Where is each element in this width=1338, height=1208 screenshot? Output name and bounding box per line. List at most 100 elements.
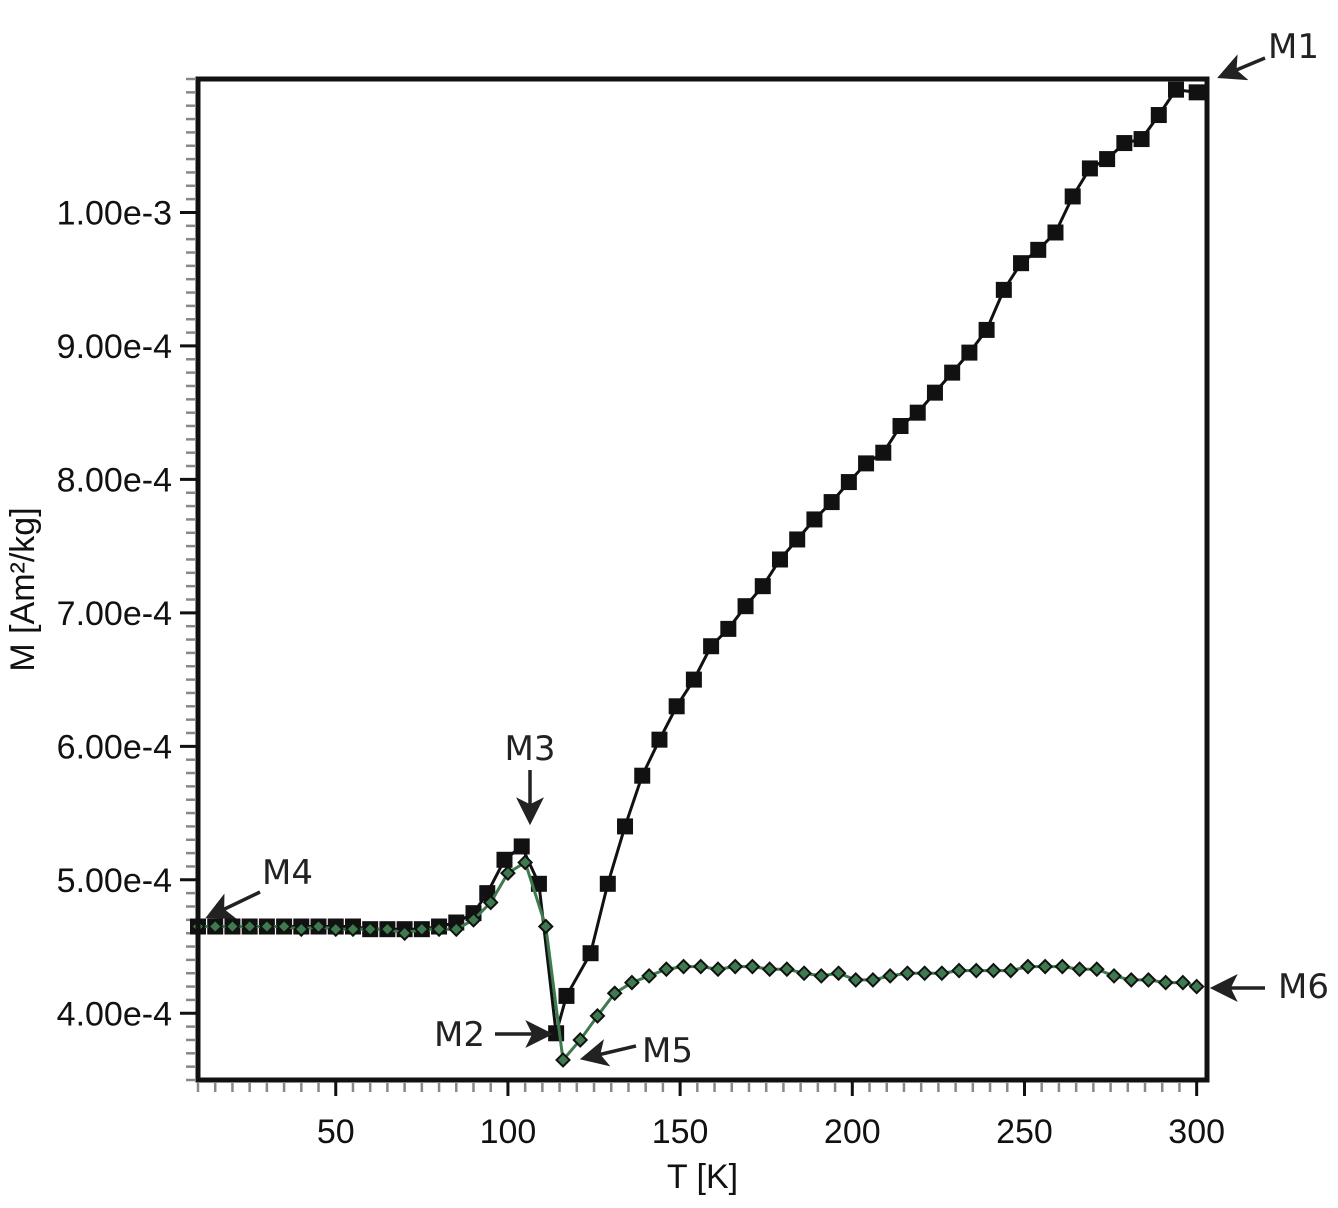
data-point-diamond (500, 865, 516, 882)
x-tick-label: 250 (996, 1113, 1053, 1151)
data-point-square (1013, 255, 1030, 272)
data-point-square (651, 731, 668, 748)
data-point-diamond (606, 985, 623, 1002)
data-point-diamond (327, 921, 344, 938)
data-point-diamond (224, 918, 241, 935)
data-point-square (1133, 131, 1150, 148)
data-point-diamond (482, 894, 499, 911)
x-axis: 50 100 150 200 250 300 (317, 1080, 1225, 1151)
data-point-square (1188, 84, 1205, 101)
data-point-square (806, 511, 823, 528)
data-point-diamond (413, 921, 430, 938)
data-point-diamond (537, 918, 554, 935)
data-point-square (823, 494, 840, 511)
data-point-diamond (882, 967, 899, 984)
y-tick-label: 9.00e-4 (57, 328, 172, 366)
annotations: M1 M2 M3 M4 M5 M6 (205, 27, 1329, 1071)
data-point-square (737, 598, 754, 615)
data-point-diamond (1054, 958, 1071, 975)
data-point-square (1047, 224, 1064, 241)
data-point-diamond (761, 961, 778, 978)
x-axis-title: T [K] (667, 1158, 738, 1196)
data-point-diamond (276, 918, 293, 935)
data-point-square (961, 344, 978, 361)
data-point-diamond (658, 961, 675, 978)
data-point-square (685, 671, 702, 688)
data-point-diamond (1106, 967, 1122, 984)
data-point-square (1030, 241, 1047, 258)
y-tick-label: 4.00e-4 (57, 995, 172, 1033)
data-point-square (1116, 135, 1133, 152)
annotation-label: M4 (262, 853, 313, 893)
data-point-square (634, 767, 651, 784)
data-point-square (1099, 151, 1116, 168)
data-point-diamond (641, 967, 658, 984)
annotation-label: M3 (505, 729, 556, 769)
y-tick-label: 8.00e-4 (57, 461, 172, 499)
data-point-diamond (517, 854, 534, 871)
data-point-square (995, 281, 1012, 298)
data-point-square (720, 620, 737, 637)
annotation-label: M1 (1268, 27, 1319, 67)
data-point-diamond (675, 958, 692, 975)
data-point-diamond (985, 962, 1002, 979)
annotation-label: M6 (1278, 967, 1329, 1007)
data-point-square (978, 321, 995, 338)
annotation-arrow (205, 890, 261, 919)
data-point-diamond (1174, 974, 1191, 991)
data-point-square (496, 851, 513, 868)
data-point-diamond (362, 921, 379, 938)
data-point-square (944, 364, 961, 381)
data-point-square (926, 384, 943, 401)
data-point-diamond (865, 971, 881, 988)
y-tick-label: 6.00e-4 (57, 728, 172, 766)
data-point-diamond (555, 1052, 571, 1068)
minor-ticks (186, 77, 1198, 1092)
annotation-label: M5 (642, 1031, 693, 1071)
y-tick-label: 1.00e-3 (57, 194, 172, 232)
data-point-square (875, 444, 892, 461)
data-point-diamond (1157, 974, 1174, 991)
data-point-square (858, 455, 875, 472)
data-point-diamond (379, 921, 396, 938)
data-point-diamond (345, 921, 361, 938)
data-point-diamond (1037, 958, 1054, 975)
x-tick-label: 300 (1168, 1113, 1225, 1151)
data-point-diamond (830, 965, 847, 982)
data-point-square (703, 638, 720, 655)
data-point-diamond (933, 965, 950, 982)
data-point-diamond (1088, 961, 1105, 978)
data-point-square (582, 945, 599, 962)
data-point-diamond (293, 921, 310, 938)
data-point-diamond (258, 918, 275, 935)
data-point-diamond (465, 911, 482, 928)
data-point-diamond (951, 962, 967, 979)
y-tick-label: 5.00e-4 (57, 862, 172, 900)
series-line-1 (198, 88, 1197, 1034)
data-point-square (789, 531, 806, 548)
data-point-diamond (310, 918, 327, 935)
data-point-diamond (623, 974, 640, 991)
data-point-diamond (1071, 961, 1088, 978)
annotation-arrow (579, 1039, 637, 1067)
data-point-diamond (448, 921, 465, 938)
data-point-diamond (710, 961, 726, 978)
x-tick-label: 200 (824, 1113, 881, 1151)
data-point-diamond (1123, 971, 1140, 988)
data-point-square (617, 818, 634, 835)
data-point-square (909, 404, 926, 421)
data-point-diamond (396, 925, 413, 942)
data-point-square (1081, 160, 1098, 177)
data-point-square (1150, 107, 1167, 124)
plot-frame (195, 76, 1210, 1083)
data-point-diamond (968, 962, 985, 979)
data-point-square (1168, 81, 1185, 98)
data-point-diamond (778, 961, 795, 978)
annotation-arrow (1217, 54, 1266, 81)
y-axis: 4.00e-4 5.00e-4 6.00e-4 7.00e-4 8.00e-4 9.00e… (57, 194, 198, 1033)
data-point-diamond (796, 965, 813, 982)
data-point-diamond (431, 921, 447, 938)
x-tick-label: 50 (317, 1113, 355, 1151)
x-tick-label: 100 (480, 1113, 537, 1151)
